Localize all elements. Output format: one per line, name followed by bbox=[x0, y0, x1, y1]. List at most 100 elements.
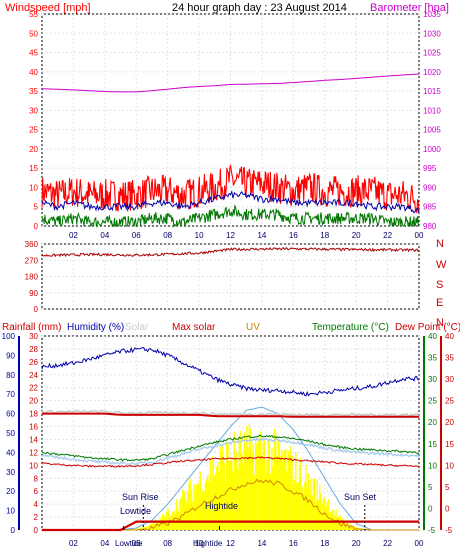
temperature-y-tick: 0 bbox=[428, 504, 433, 513]
temperature-line bbox=[41, 434, 420, 462]
wind-y-tick: 40 bbox=[29, 68, 38, 77]
barometer-y-tick: 1010 bbox=[423, 106, 441, 115]
temperature-y-tick: 10 bbox=[428, 461, 437, 470]
x-tick-top: 04 bbox=[100, 231, 109, 240]
wind-y-tick: 10 bbox=[29, 183, 38, 192]
windspeed-title: Windspeed [mph] bbox=[5, 2, 91, 14]
wind-y-tick: 55 bbox=[29, 10, 38, 19]
legend-rainfall: Rainfall (mm) bbox=[2, 322, 61, 333]
temperature-y-tick: 5 bbox=[428, 483, 433, 492]
annotation-sunset: Sun Set bbox=[344, 492, 377, 502]
rainfall-y-tick: 24 bbox=[29, 371, 38, 380]
rainfall-y-tick: 2 bbox=[34, 513, 39, 522]
wind-y-tick: 35 bbox=[29, 87, 38, 96]
x-tick-bottom: 04 bbox=[100, 539, 109, 548]
wind-y-tick: 5 bbox=[34, 203, 39, 212]
barometer-title: Barometer [hpa] bbox=[370, 2, 449, 14]
x-tick-top: 22 bbox=[383, 231, 392, 240]
rainfall-y-tick: 4 bbox=[34, 500, 39, 509]
humidity-y-tick: 100 bbox=[2, 332, 16, 341]
humidity-y-tick: 20 bbox=[6, 487, 15, 496]
dir-y-tick: 180 bbox=[25, 273, 39, 282]
barometer-y-tick: 1030 bbox=[423, 29, 441, 38]
avg-wind-line bbox=[41, 190, 420, 214]
x-tick-bottom: 00 bbox=[415, 539, 424, 548]
barometer-y-tick: 1035 bbox=[423, 10, 441, 19]
axis-lowtide-label: Lowtide bbox=[115, 539, 143, 548]
rainfall-y-tick: 8 bbox=[34, 474, 39, 483]
barometer-line bbox=[41, 73, 420, 93]
x-tick-bottom: 22 bbox=[383, 539, 392, 548]
barometer-y-tick: 1000 bbox=[423, 145, 441, 154]
rainfall-y-tick: 10 bbox=[29, 461, 38, 470]
annotation-hightide: Hightide bbox=[205, 501, 238, 511]
wind-y-tick: 0 bbox=[34, 222, 39, 231]
axis-labels: 5550454035302520151050103510301025102010… bbox=[2, 10, 455, 548]
humidity-y-tick: 50 bbox=[6, 429, 15, 438]
humidity-y-tick: 90 bbox=[6, 351, 15, 360]
compass-n: N bbox=[436, 238, 444, 250]
dir-y-tick: 270 bbox=[25, 256, 39, 265]
barometer-y-tick: 1015 bbox=[423, 87, 441, 96]
chart-title: 24 hour graph day : 23 August 2014 bbox=[172, 2, 347, 14]
x-tick-top: 16 bbox=[289, 231, 298, 240]
rainfall-y-tick: 16 bbox=[29, 423, 38, 432]
rainfall-y-tick: 14 bbox=[29, 435, 38, 444]
wind-y-tick: 45 bbox=[29, 49, 38, 58]
x-tick-bottom: 12 bbox=[226, 539, 235, 548]
rainfall-y-tick: 12 bbox=[29, 448, 38, 457]
barometer-y-tick: 985 bbox=[423, 203, 437, 212]
wind-y-tick: 50 bbox=[29, 29, 38, 38]
rainfall-y-tick: 18 bbox=[29, 410, 38, 419]
x-tick-top: 18 bbox=[320, 231, 329, 240]
barometer-y-tick: 990 bbox=[423, 183, 437, 192]
x-tick-top: 08 bbox=[163, 231, 172, 240]
humidity-y-tick: 30 bbox=[6, 468, 15, 477]
dir-y-tick: 90 bbox=[29, 289, 38, 298]
legend-uv: UV bbox=[246, 322, 260, 333]
annotation-lowtide: Lowtide bbox=[120, 506, 151, 516]
x-tick-bottom: 18 bbox=[320, 539, 329, 548]
x-tick-top: 12 bbox=[226, 231, 235, 240]
rainfall-y-tick: 30 bbox=[29, 332, 38, 341]
dir-y-tick: 360 bbox=[25, 240, 39, 249]
x-tick-bottom: 14 bbox=[257, 539, 266, 548]
rainfall-total-line bbox=[42, 520, 419, 532]
humidity-y-tick: 0 bbox=[11, 526, 16, 535]
legend-solar: Solar bbox=[125, 322, 149, 333]
series-lines bbox=[41, 73, 420, 532]
rainfall-y-tick: 26 bbox=[29, 358, 38, 367]
max-solar-line bbox=[42, 412, 419, 418]
dewpoint-y-tick: 35 bbox=[445, 354, 454, 363]
dewpoint-y-tick: 5 bbox=[445, 483, 450, 492]
dewpoint-y-tick: 20 bbox=[445, 418, 454, 427]
temperature-y-tick: 40 bbox=[428, 332, 437, 341]
solar-grey-line bbox=[41, 409, 420, 418]
rainfall-y-tick: 20 bbox=[29, 397, 38, 406]
barometer-y-tick: 980 bbox=[423, 222, 437, 231]
humidity-y-tick: 80 bbox=[6, 371, 15, 380]
dewpoint-line bbox=[41, 456, 420, 468]
x-tick-top: 14 bbox=[257, 231, 266, 240]
dewpoint-y-tick: -5 bbox=[445, 526, 453, 535]
x-tick-bottom: 08 bbox=[163, 539, 172, 548]
x-tick-top: 00 bbox=[415, 231, 424, 240]
compass-e: E bbox=[436, 297, 443, 309]
temperature-y-tick: 15 bbox=[428, 440, 437, 449]
direction-line bbox=[41, 246, 420, 258]
wind-y-tick: 15 bbox=[29, 164, 38, 173]
x-tick-top: 02 bbox=[69, 231, 78, 240]
wind-y-tick: 25 bbox=[29, 126, 38, 135]
x-tick-bottom: 10 bbox=[195, 539, 204, 548]
x-tick-bottom: 02 bbox=[69, 539, 78, 548]
humidity-y-tick: 40 bbox=[6, 448, 15, 457]
rainfall-y-tick: 22 bbox=[29, 384, 38, 393]
legend-max-solar: Max solar bbox=[172, 322, 216, 333]
temperature-y-tick: 25 bbox=[428, 397, 437, 406]
barometer-y-tick: 1020 bbox=[423, 68, 441, 77]
legend-humidity: Humidity (%) bbox=[67, 322, 124, 333]
barometer-y-tick: 1025 bbox=[423, 49, 441, 58]
barometer-y-tick: 1005 bbox=[423, 126, 441, 135]
